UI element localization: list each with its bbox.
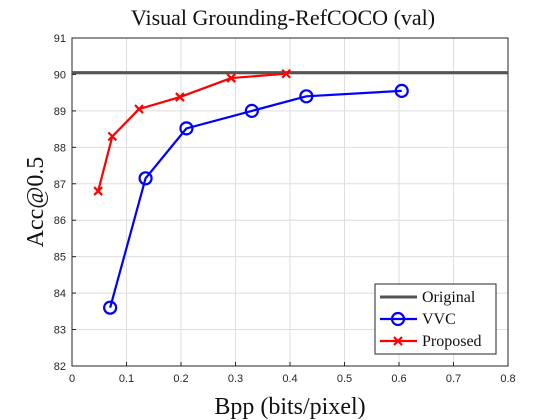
data-point-vvc bbox=[244, 103, 259, 118]
y-tick-label: 82 bbox=[54, 361, 66, 373]
legend-label-proposed: Proposed bbox=[422, 333, 482, 350]
chart-title: Visual Grounding-RefCOCO (val) bbox=[131, 5, 435, 30]
legend-marker-proposed bbox=[393, 336, 403, 346]
legend: Original VVC Proposed bbox=[374, 283, 497, 355]
y-tick-label: 86 bbox=[54, 215, 66, 227]
x-tick-label: 0.4 bbox=[282, 373, 297, 385]
series-line-proposed bbox=[97, 72, 287, 192]
legend-label-vvc: VVC bbox=[422, 311, 456, 328]
x-tick-label: 0.8 bbox=[500, 373, 515, 385]
grid bbox=[71, 37, 509, 367]
y-tick-label: 88 bbox=[54, 142, 66, 154]
y-tick-label: 84 bbox=[54, 288, 66, 300]
x-tick-label: 0 bbox=[69, 373, 75, 385]
y-tick-label: 87 bbox=[54, 179, 66, 191]
data-point-proposed bbox=[281, 68, 291, 79]
legend-label-original: Original bbox=[422, 289, 476, 306]
data-point-vvc bbox=[299, 89, 314, 104]
x-tick-label: 0.2 bbox=[173, 373, 188, 385]
x-tick-label: 0.3 bbox=[228, 373, 243, 385]
legend-marker-vvc bbox=[390, 311, 406, 327]
x-tick-label: 0.1 bbox=[119, 373, 134, 385]
data-point-vvc bbox=[394, 83, 409, 98]
data-point-proposed bbox=[134, 104, 144, 114]
y-tick-label: 91 bbox=[54, 33, 66, 45]
y-tick-label: 83 bbox=[54, 325, 66, 337]
data-point-vvc bbox=[103, 300, 118, 315]
data-point-vvc bbox=[138, 171, 153, 186]
y-tick-label: 90 bbox=[54, 69, 66, 81]
axis-ticks: 0 0.1 0.2 0.3 0.4 0.5 0.6 0.7 0.8 82 83 84 85 86 87 88 8… bbox=[54, 33, 516, 385]
y-axis-label: Acc@0.5 bbox=[23, 157, 49, 248]
data-point-proposed bbox=[175, 92, 185, 102]
y-tick-label: 85 bbox=[54, 252, 66, 264]
x-axis-label: Bpp (bits/pixel) bbox=[214, 394, 365, 420]
x-tick-label: 0.7 bbox=[446, 373, 461, 385]
data-point-proposed bbox=[93, 186, 103, 196]
x-tick-label: 0.6 bbox=[391, 373, 406, 385]
data-point-proposed bbox=[107, 131, 118, 142]
data-point-proposed bbox=[226, 73, 236, 83]
series bbox=[72, 68, 508, 315]
y-tick-label: 89 bbox=[54, 106, 66, 118]
series-line-vvc bbox=[109, 89, 402, 308]
x-tick-label: 0.5 bbox=[337, 373, 352, 385]
data-point-vvc bbox=[179, 121, 194, 136]
